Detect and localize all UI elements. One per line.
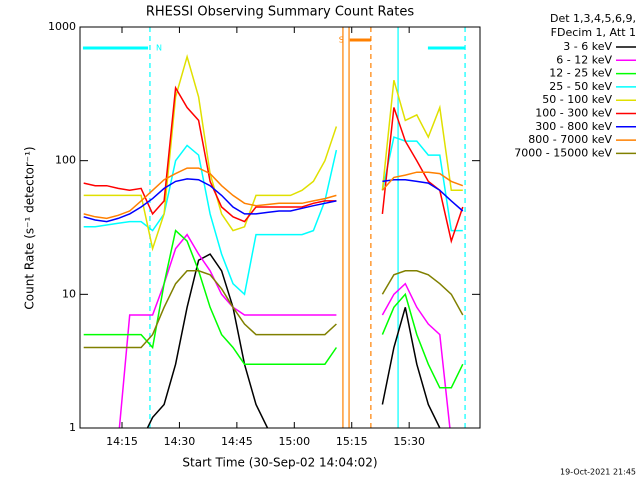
x-tick-label: 14:45	[221, 435, 253, 448]
footer: 19-Oct-2021 21:45	[560, 468, 636, 477]
series-line	[83, 229, 464, 389]
x-tick-label: 14:15	[106, 435, 138, 448]
legend-label: 800 - 7000 keV	[528, 133, 612, 146]
y-tick-label: 10	[62, 287, 76, 300]
legend-header: Det 1,3,4,5,6,9,	[550, 12, 636, 25]
legend-label: 300 - 800 keV	[535, 120, 612, 133]
legend-label: 3 - 6 keV	[563, 40, 612, 53]
series-line	[83, 85, 464, 244]
series-line	[146, 253, 441, 428]
series-line	[83, 136, 463, 296]
legend-label: 12 - 25 keV	[549, 67, 612, 80]
y-tick-label: 1000	[48, 20, 76, 33]
plot-area	[83, 27, 466, 428]
legend-label: 6 - 12 keV	[556, 53, 612, 66]
series-line	[83, 53, 463, 252]
series-line	[83, 178, 464, 223]
legend-label: 100 - 300 keV	[535, 107, 612, 120]
series-line	[83, 270, 464, 349]
series-line	[118, 233, 451, 428]
y-tick-label: 100	[55, 154, 76, 167]
x-tick-label: 15:15	[336, 435, 368, 448]
y-axis-label: Count Rate (s⁻¹ detector⁻¹)	[23, 146, 37, 309]
y-tick-label: 1	[69, 421, 76, 434]
flag-label: S	[339, 36, 344, 45]
series-line	[83, 167, 464, 220]
legend-label: 50 - 100 keV	[542, 93, 612, 106]
x-tick-label: 15:00	[278, 435, 310, 448]
legend-header: FDecim 1, Att 1	[551, 26, 636, 39]
frame	[79, 26, 481, 429]
x-tick-label: 14:30	[164, 435, 196, 448]
flag-label: N	[156, 44, 162, 53]
legend-label: 25 - 50 keV	[549, 80, 612, 93]
chart-title: RHESSI Observing Summary Count Rates	[146, 5, 415, 20]
x-tick-label: 15:30	[393, 435, 425, 448]
x-axis-label: Start Time (30-Sep-02 14:04:02)	[182, 456, 377, 470]
legend-label: 7000 - 15000 keV	[514, 146, 612, 159]
